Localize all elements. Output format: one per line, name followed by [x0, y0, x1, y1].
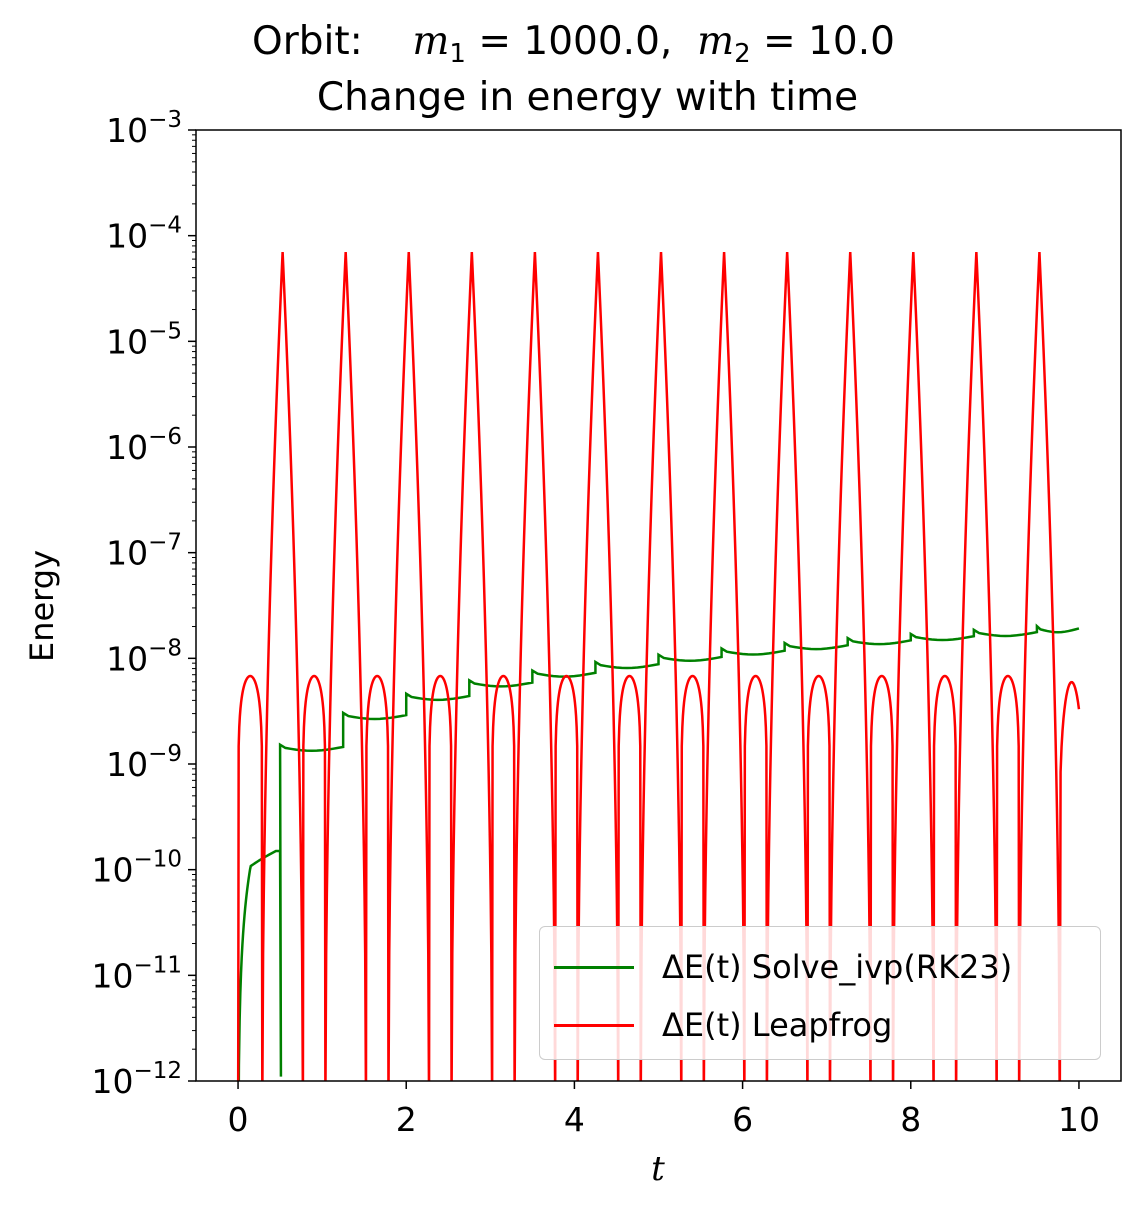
legend-label-rk23: ΔE(t) Solve_ivp(RK23): [662, 945, 1012, 989]
m2-value: = 10.0: [763, 19, 895, 64]
x-axis-ticks: 0 2 4 6 8 10: [228, 1081, 1100, 1139]
x-tick-label: 10: [1058, 1100, 1100, 1139]
m2-symbol: m: [697, 19, 735, 64]
y-tick-label: 10−10: [91, 847, 182, 890]
y-tick-label: 10−9: [106, 741, 182, 784]
legend-swatch-leapfrog: [554, 1024, 634, 1027]
y-tick-label: 10−4: [106, 213, 182, 256]
chart-title-line2: Change in energy with time: [316, 75, 859, 120]
y-tick-label: 10−8: [106, 635, 182, 678]
plot-frame: [195, 129, 1122, 1082]
legend-prefix: ΔE(t): [662, 1006, 742, 1044]
y-tick-label: 10−5: [106, 318, 182, 361]
chart-title-line1: Orbit: m1 = 1000.0, m2 = 10.0: [0, 20, 1145, 76]
legend-item-leapfrog: ΔE(t) Leapfrog: [540, 1003, 1100, 1047]
series-layer: [236, 251, 1081, 1081]
m1-value: = 1000.0,: [478, 19, 673, 64]
legend-text: Solve_ivp(RK23): [751, 948, 1013, 986]
x-tick-label: 2: [396, 1100, 417, 1139]
m1-subscript: 1: [449, 39, 466, 69]
x-tick-label: 6: [732, 1100, 753, 1139]
series-line-leapfrog: [236, 251, 1081, 1081]
y-axis-ticks: 10−12 10−11 10−10 10−9 10−8 10−7 10−6 10−5 10−4 1…: [91, 107, 196, 1101]
legend-label-leapfrog: ΔE(t) Leapfrog: [662, 1003, 892, 1047]
m2-subscript: 2: [734, 39, 751, 69]
y-tick-label: 10−6: [106, 424, 182, 467]
legend: ΔE(t) Solve_ivp(RK23) ΔE(t) Leapfrog: [539, 926, 1101, 1060]
y-tick-label: 10−7: [106, 530, 182, 573]
x-tick-label: 0: [228, 1100, 249, 1139]
y-tick-label: 10−11: [91, 952, 182, 995]
x-tick-label: 8: [900, 1100, 921, 1139]
y-tick-label: 10−12: [91, 1058, 182, 1101]
y-axis-label: Energy: [23, 550, 61, 662]
legend-text: Leapfrog: [751, 1006, 893, 1044]
legend-swatch-rk23: [554, 966, 634, 969]
legend-prefix: ΔE(t): [662, 948, 742, 986]
m1-symbol: m: [412, 19, 450, 64]
title-prefix: Orbit:: [252, 19, 363, 64]
y-tick-label: 10−3: [106, 107, 182, 150]
x-axis-label: t: [651, 1149, 665, 1189]
x-tick-label: 4: [564, 1100, 585, 1139]
legend-item-rk23: ΔE(t) Solve_ivp(RK23): [540, 945, 1100, 989]
